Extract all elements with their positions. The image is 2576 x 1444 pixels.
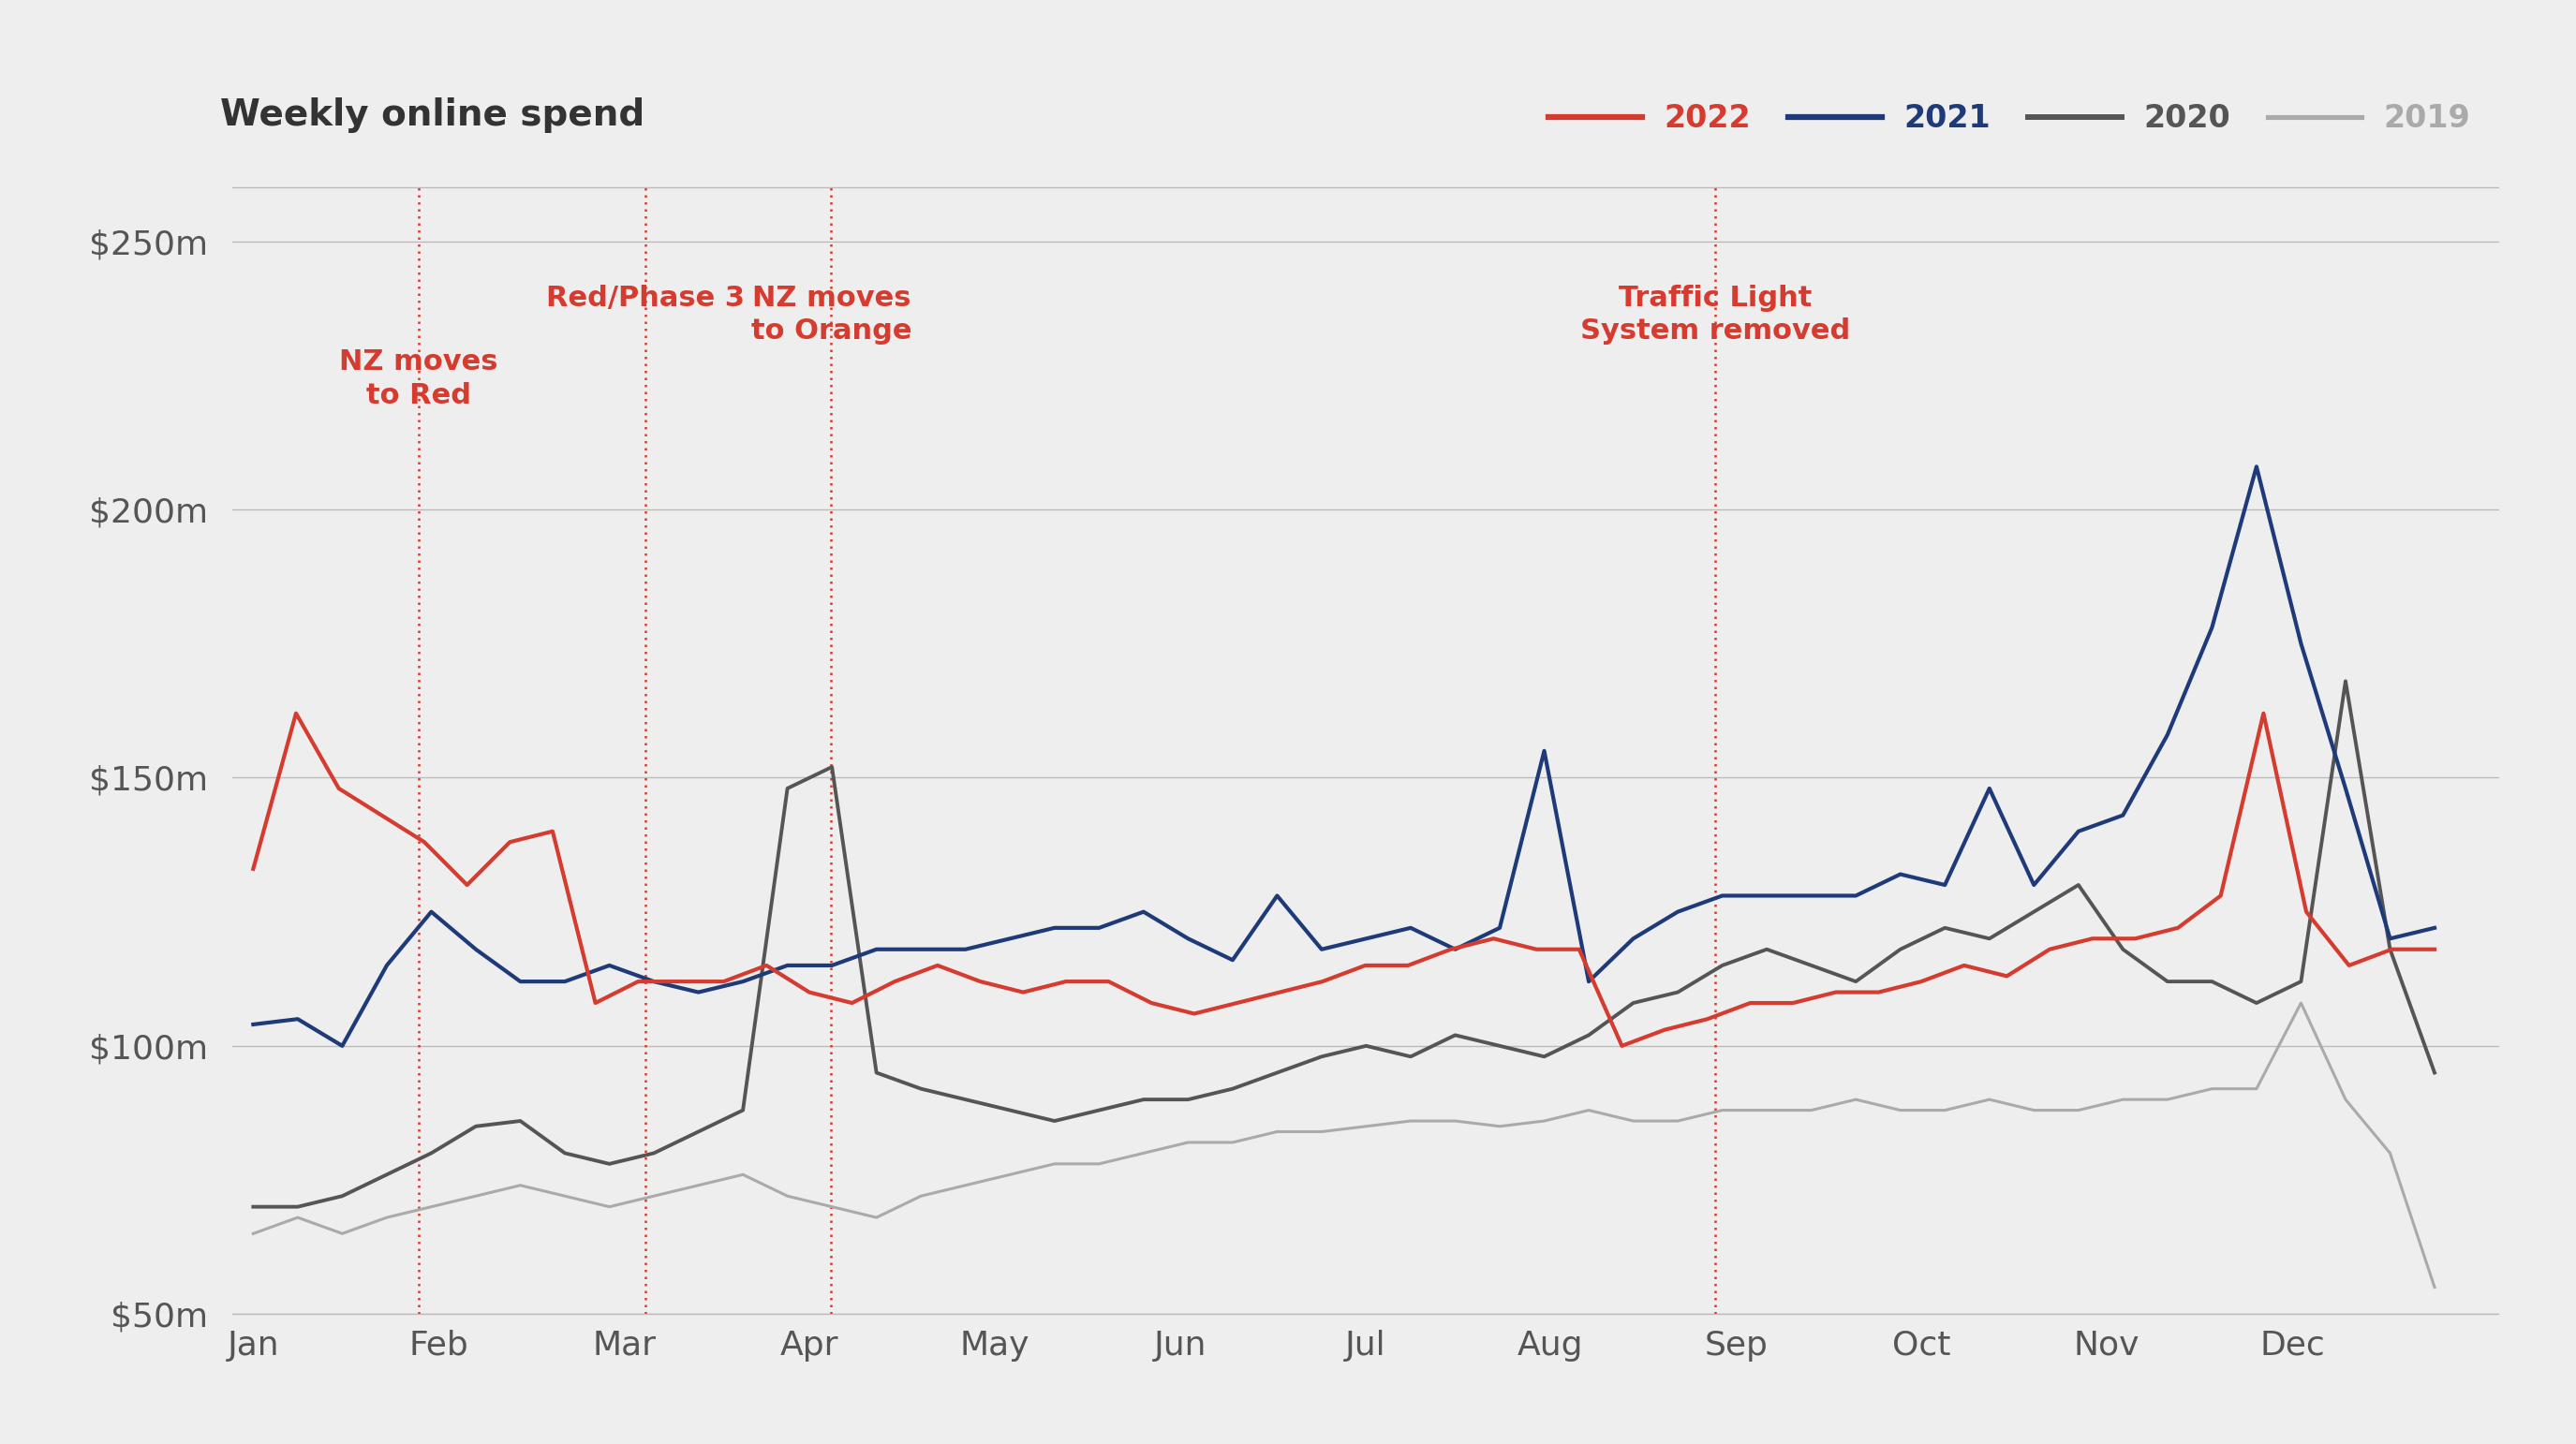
Text: Red/Phase 3: Red/Phase 3	[546, 284, 744, 312]
Text: NZ moves
to Orange: NZ moves to Orange	[752, 284, 912, 345]
Text: NZ moves
to Red: NZ moves to Red	[340, 348, 497, 410]
Text: Traffic Light
System removed: Traffic Light System removed	[1579, 284, 1850, 345]
Legend: 2022, 2021, 2020, 2019: 2022, 2021, 2020, 2019	[1535, 91, 2483, 147]
Text: Weekly online spend: Weekly online spend	[222, 98, 644, 133]
